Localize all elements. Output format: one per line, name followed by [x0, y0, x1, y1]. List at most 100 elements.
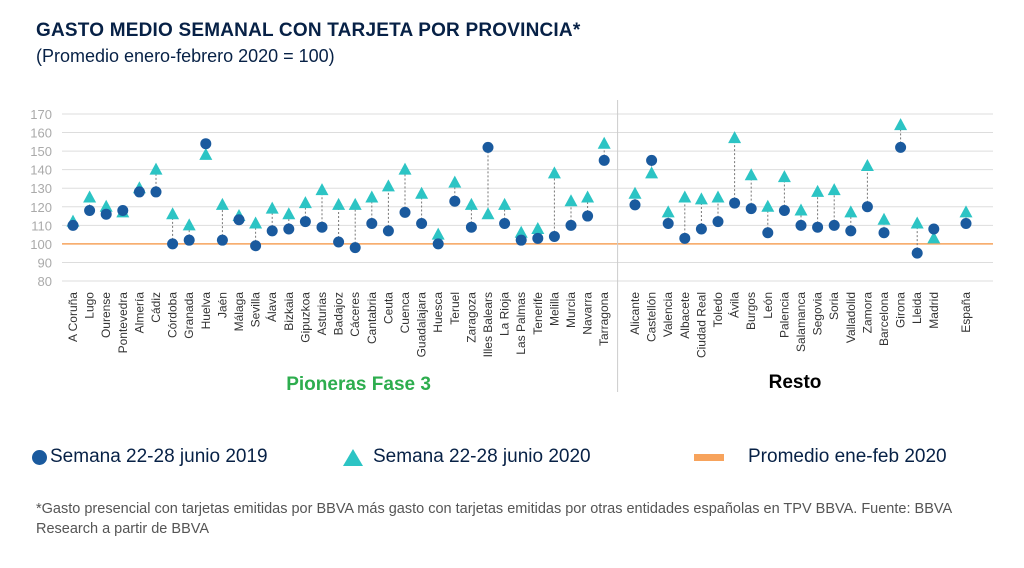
circle-marker-icon: [32, 449, 47, 465]
circle-point-2019: [960, 217, 972, 229]
legend-label-2020: Semana 22-28 junio 2020: [373, 446, 591, 467]
x-tick-label: Zaragoza: [464, 292, 478, 343]
circle-point-2019: [216, 234, 228, 246]
circle-point-2019: [67, 219, 79, 231]
x-tick-label: Teruel: [448, 292, 462, 325]
triangle-point-2020: [694, 192, 708, 205]
circle-point-2019: [333, 236, 345, 248]
circle-point-2019: [499, 217, 511, 229]
triangle-point-2020: [498, 197, 512, 210]
x-tick-label: Madrid: [927, 292, 941, 329]
triangle-point-2020: [166, 207, 180, 220]
triangle-point-2020: [348, 197, 362, 210]
x-tick-label: Almería: [132, 292, 146, 334]
circle-point-2019: [928, 223, 940, 235]
x-tick-label: Ávila: [727, 292, 742, 318]
y-tick-label: 110: [31, 218, 52, 233]
triangle-point-2020: [315, 183, 329, 196]
triangle-point-2020: [844, 205, 858, 218]
x-tick-label: Melilla: [547, 292, 561, 326]
circle-point-2019: [133, 186, 145, 198]
circle-point-2019: [629, 199, 641, 211]
triangle-point-2020: [99, 199, 113, 212]
circle-point-2019: [167, 238, 179, 250]
x-tick-label: Castellón: [645, 292, 659, 342]
circle-point-2019: [482, 141, 494, 153]
footnote: *Gasto presencial con tarjetas emitidas …: [36, 501, 952, 537]
triangle-marker-icon: [343, 448, 363, 466]
triangle-point-2020: [645, 166, 659, 179]
x-tick-label: Cáceres: [348, 292, 362, 337]
triangle-point-2020: [249, 216, 263, 229]
triangle-point-2020: [910, 216, 924, 229]
circle-point-2019: [250, 240, 262, 252]
x-tick-label: Segovia: [811, 292, 825, 336]
circle-point-2019: [712, 216, 724, 228]
triangle-point-2020: [894, 118, 908, 131]
legend-item-2020: Semana 22-28 junio 2020: [343, 446, 591, 468]
x-tick-label: Barcelona: [877, 292, 891, 346]
circle-point-2019: [548, 230, 560, 242]
x-tick-label: Cuenca: [398, 292, 412, 334]
x-tick-label: Burgos: [744, 292, 758, 330]
circle-point-2019: [729, 197, 741, 209]
triangle-point-2020: [531, 222, 545, 235]
triangle-point-2020: [927, 231, 941, 244]
x-tick-label: Ourense: [99, 292, 113, 338]
circle-point-2019: [795, 219, 807, 231]
triangle-point-2020: [415, 186, 429, 199]
triangle-point-2020: [514, 225, 528, 238]
x-tick-label: Cantabria: [365, 292, 379, 344]
legend-item-2019: Semana 22-28 junio 2019: [32, 446, 268, 468]
x-tick-label: Lleida: [910, 292, 924, 324]
x-tick-label: Badajoz: [332, 292, 346, 335]
x-tick-label: Asturias: [315, 292, 329, 335]
x-tick-label: Córdoba: [166, 292, 180, 338]
triangle-point-2020: [431, 227, 445, 240]
x-tick-label: Zamora: [860, 292, 874, 334]
x-tick-label: Cádiz: [149, 292, 163, 323]
x-tick-label: Pontevedra: [116, 292, 130, 354]
triangle-point-2020: [794, 203, 808, 216]
circle-point-2019: [283, 223, 295, 235]
circle-point-2019: [84, 204, 96, 216]
y-tick-label: 160: [30, 126, 52, 141]
circle-point-2019: [183, 234, 195, 246]
y-tick-label: 90: [38, 255, 52, 270]
x-tick-label: Jaén: [215, 292, 229, 318]
markers: [66, 118, 973, 259]
triangle-point-2020: [827, 183, 841, 196]
x-tick-label: España: [959, 292, 973, 333]
triangle-point-2020: [365, 190, 379, 203]
triangle-point-2020: [332, 197, 346, 210]
triangle-point-2020: [678, 190, 692, 203]
y-axis-ticks: 80 90 100 110 120 130 140 150 160 170: [30, 107, 52, 289]
y-tick-label: 80: [38, 274, 52, 289]
legend-label-2019: Semana 22-28 junio 2019: [50, 446, 268, 467]
circle-point-2019: [432, 238, 444, 250]
circle-point-2019: [695, 223, 707, 235]
x-tick-label: Illes Balears: [481, 292, 495, 357]
y-tick-label: 170: [30, 107, 52, 122]
y-tick-label: 130: [30, 181, 52, 196]
circle-point-2019: [812, 221, 824, 233]
triangle-point-2020: [282, 207, 296, 220]
scatter-chart: 80 90 100 110 120 130 140 150 160 170 A Coruña Lug…: [30, 100, 993, 395]
x-tick-label: Valencia: [661, 292, 675, 337]
circle-point-2019: [878, 227, 890, 239]
x-tick-label: Lugo: [83, 292, 97, 319]
x-tick-label: Palencia: [777, 292, 791, 338]
x-tick-label: Tenerife: [531, 292, 545, 335]
triangle-point-2020: [481, 207, 495, 220]
triangle-point-2020: [661, 205, 675, 218]
circle-point-2019: [582, 210, 594, 222]
triangle-point-2020: [182, 218, 196, 231]
triangle-point-2020: [199, 147, 213, 160]
legend-item-reference: Promedio ene-feb 2020: [694, 446, 947, 468]
triangle-point-2020: [711, 190, 725, 203]
x-tick-label: Huelva: [199, 292, 213, 330]
x-tick-label: León: [761, 292, 775, 319]
triangle-point-2020: [777, 170, 791, 183]
circle-point-2019: [233, 214, 245, 226]
x-tick-label: A Coruña: [66, 292, 80, 342]
